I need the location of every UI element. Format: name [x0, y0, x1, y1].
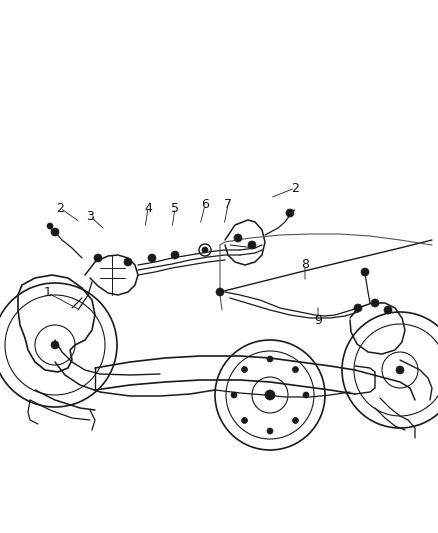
Text: 2: 2 [290, 182, 298, 195]
Circle shape [230, 392, 237, 398]
Circle shape [241, 367, 247, 373]
Circle shape [215, 288, 223, 296]
Circle shape [94, 254, 102, 262]
Circle shape [148, 254, 155, 262]
Circle shape [265, 390, 274, 400]
Circle shape [171, 251, 179, 259]
Circle shape [302, 392, 308, 398]
Circle shape [370, 299, 378, 307]
Circle shape [292, 417, 298, 423]
Circle shape [266, 356, 272, 362]
Text: 3: 3 [86, 209, 94, 222]
Text: 7: 7 [223, 198, 231, 212]
Text: 6: 6 [201, 198, 208, 212]
Text: 8: 8 [300, 259, 308, 271]
Text: 9: 9 [313, 313, 321, 327]
Text: 5: 5 [171, 201, 179, 214]
Circle shape [47, 223, 53, 229]
Text: 1: 1 [44, 287, 52, 300]
Circle shape [383, 306, 391, 314]
Circle shape [51, 341, 59, 349]
Circle shape [247, 241, 255, 249]
Circle shape [285, 209, 293, 217]
Circle shape [266, 428, 272, 434]
Circle shape [233, 234, 241, 242]
Text: 2: 2 [56, 201, 64, 214]
Circle shape [201, 247, 208, 253]
Circle shape [353, 304, 361, 312]
Text: 4: 4 [144, 201, 152, 214]
Circle shape [51, 228, 59, 236]
Circle shape [292, 367, 298, 373]
Circle shape [124, 258, 132, 266]
Circle shape [241, 417, 247, 423]
Circle shape [360, 268, 368, 276]
Circle shape [395, 366, 403, 374]
